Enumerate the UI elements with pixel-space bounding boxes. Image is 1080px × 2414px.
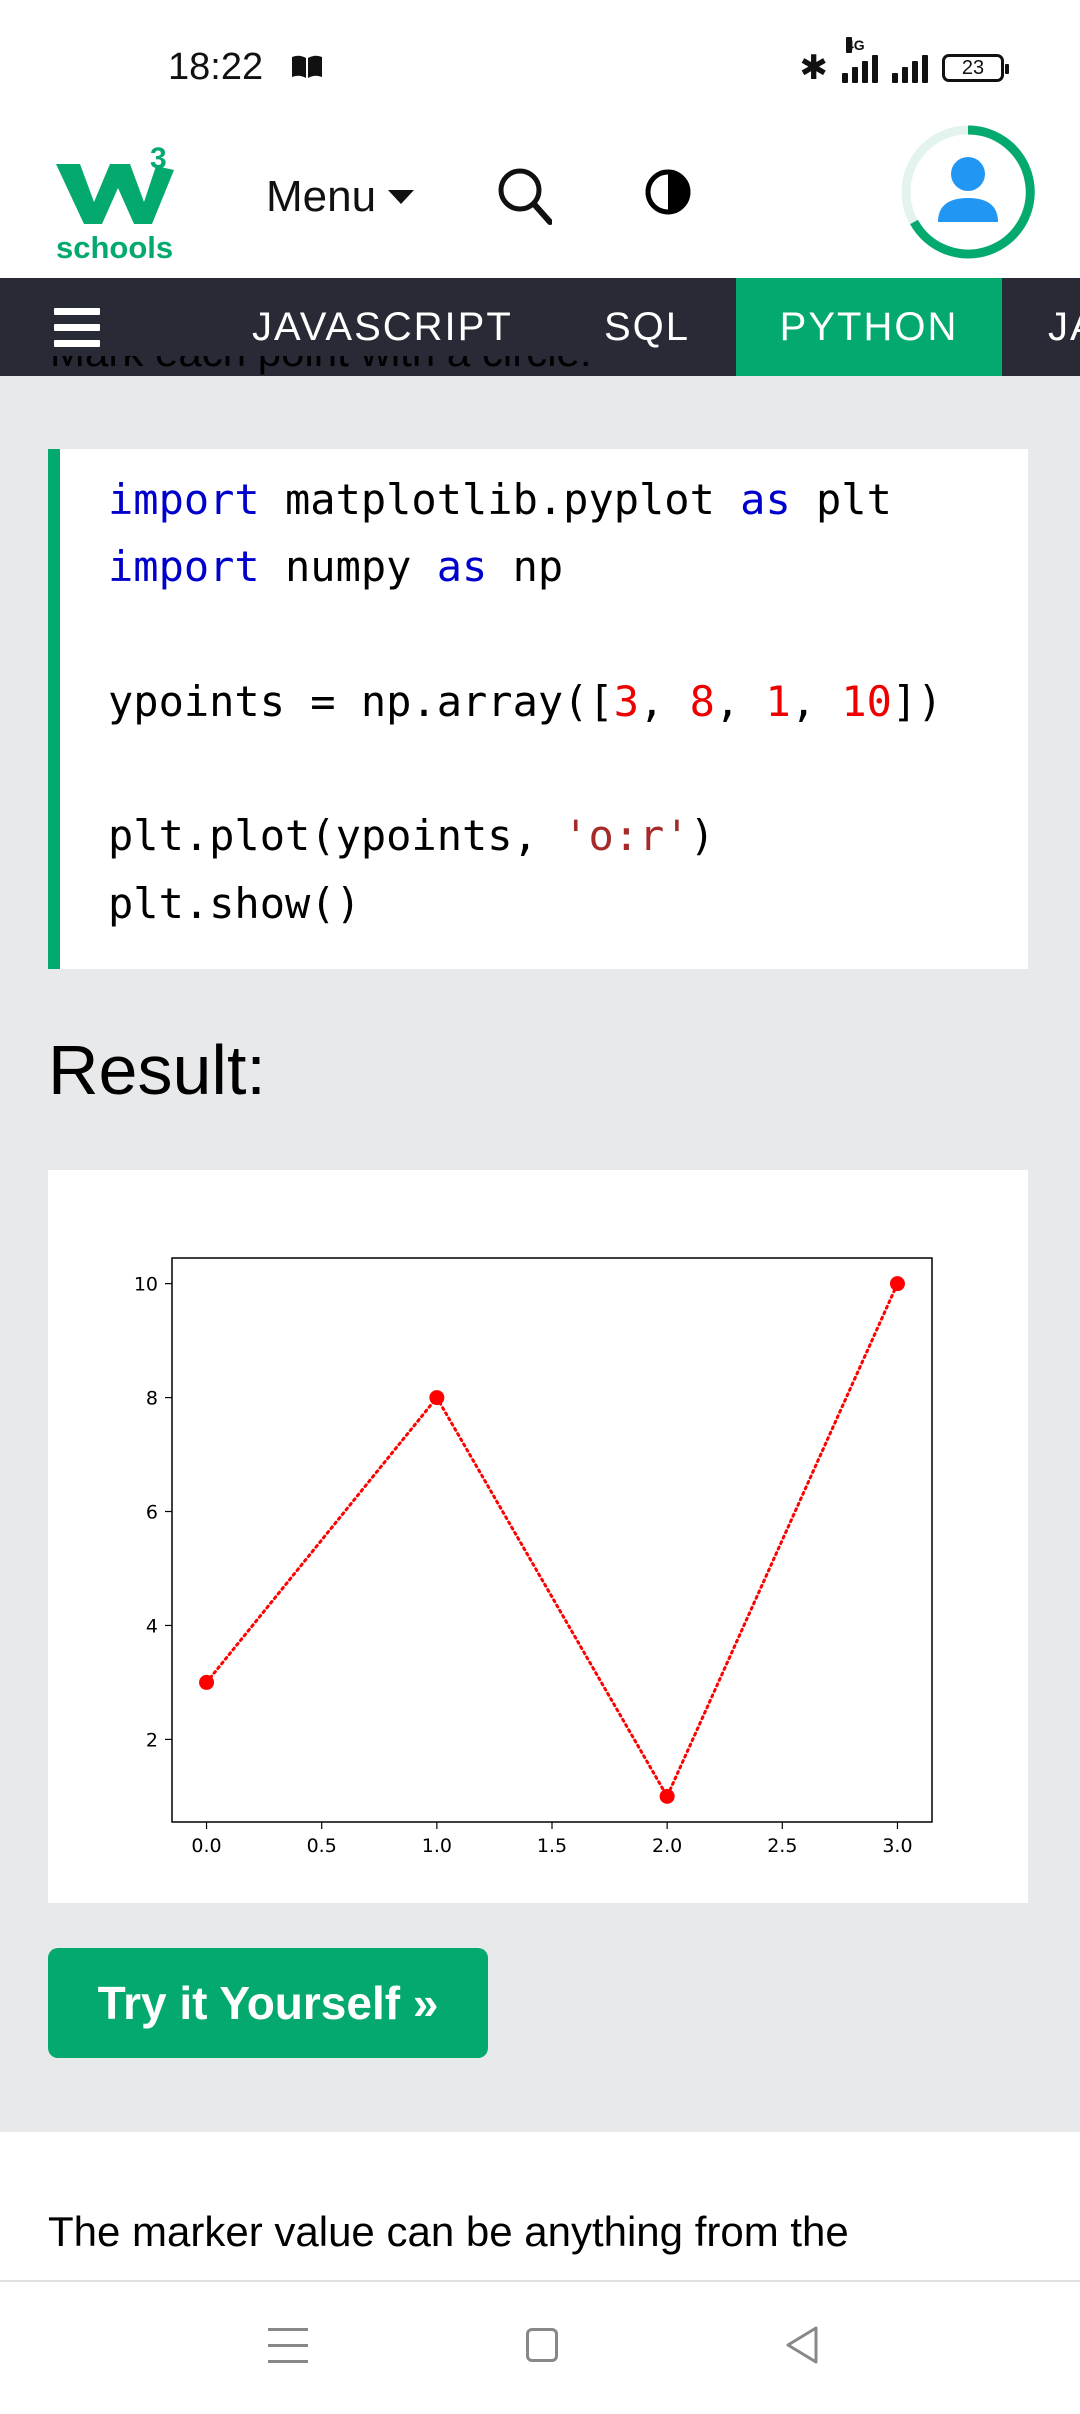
signal-icon — [892, 53, 928, 83]
code-line: import matplotlib.pyplot as plt — [108, 475, 892, 524]
x-tick-label: 2.0 — [652, 1835, 682, 1857]
intro-text: Mark each point with a circle: — [50, 356, 1030, 376]
plot-axes-frame — [171, 1257, 933, 1823]
status-time: 18:22 — [168, 46, 264, 88]
data-point — [199, 1674, 215, 1690]
user-avatar-icon[interactable] — [900, 124, 1036, 260]
logo-superscript: 3 — [150, 142, 167, 175]
data-point — [889, 1276, 905, 1292]
y-tick-label: 8 — [146, 1388, 158, 1410]
nav-item-javascript[interactable]: JAVASCRIPT — [252, 305, 513, 349]
nav-item-sql[interactable]: SQL — [604, 305, 691, 349]
recent-apps-icon[interactable] — [268, 2326, 308, 2364]
battery-level: 23 — [961, 56, 985, 79]
plot-panel: 0.0 0.5 1.0 1.5 2.0 2.5 3.0 2 4 6 8 10 — [48, 1170, 1028, 1903]
code-line: import numpy as np — [108, 542, 564, 591]
line-chart: 0.0 0.5 1.0 1.5 2.0 2.5 3.0 2 4 6 8 10 — [134, 1257, 933, 1857]
code-line: ypoints = np.array([3, 8, 1, 10]) — [108, 677, 943, 726]
code-example: import matplotlib.pyplot as plt import n… — [48, 449, 1028, 969]
code-line: plt.show() — [108, 879, 361, 928]
menu-label: Menu — [266, 172, 377, 221]
caret-down-icon — [388, 190, 415, 204]
y-tick-label: 2 — [146, 1729, 158, 1751]
paragraph-text: The marker value can be anything from th… — [48, 2208, 849, 2255]
x-tick-label: 2.5 — [767, 1835, 797, 1857]
x-tick-label: 0.5 — [307, 1835, 337, 1857]
home-icon[interactable] — [526, 2328, 558, 2362]
site-header: 3 schools Menu — [0, 110, 1080, 278]
system-nav-bar — [0, 2280, 1080, 2414]
series-line — [205, 1282, 899, 1800]
x-tick-label: 1.0 — [422, 1835, 452, 1857]
y-tick-label: 6 — [146, 1502, 158, 1524]
data-point — [659, 1788, 675, 1804]
nav-item-java[interactable]: JA — [1048, 305, 1080, 349]
status-bar: 18:22 ✱ 4G 23 — [0, 0, 1080, 110]
x-tick-label: 1.5 — [537, 1835, 567, 1857]
w3schools-logo[interactable]: 3 schools — [52, 132, 182, 262]
x-tick-label: 0.0 — [191, 1835, 221, 1857]
nav-item-python[interactable]: PYTHON — [736, 278, 1002, 376]
hamburger-icon[interactable] — [54, 308, 100, 348]
y-tick-label: 10 — [134, 1274, 158, 1296]
top-nav: JAVASCRIPT SQL PYTHON JA — [0, 278, 1080, 376]
logo-text: schools — [56, 230, 173, 262]
result-heading: Result: — [48, 1031, 266, 1109]
data-point — [429, 1390, 445, 1406]
search-icon[interactable] — [496, 166, 552, 226]
y-tick-label: 4 — [146, 1615, 158, 1637]
signal-4g-icon: 4G — [842, 37, 878, 83]
bluetooth-icon: ✱ — [799, 48, 829, 88]
book-icon — [292, 55, 322, 78]
code-line: plt.plot(ypoints, 'o:r') — [108, 811, 715, 860]
next-section: The marker value can be anything from th… — [0, 2132, 1080, 2280]
menu-button[interactable]: Menu — [266, 172, 415, 222]
x-tick-label: 3.0 — [882, 1835, 912, 1857]
battery-icon: 23 — [942, 54, 1009, 82]
try-it-yourself-button[interactable]: Try it Yourself » — [48, 1948, 488, 2058]
network-label: 4G — [846, 37, 865, 53]
back-icon[interactable] — [782, 2324, 822, 2366]
intro-text-partial: Mark each point with a circle: — [50, 356, 1030, 376]
contrast-icon[interactable] — [644, 168, 692, 216]
